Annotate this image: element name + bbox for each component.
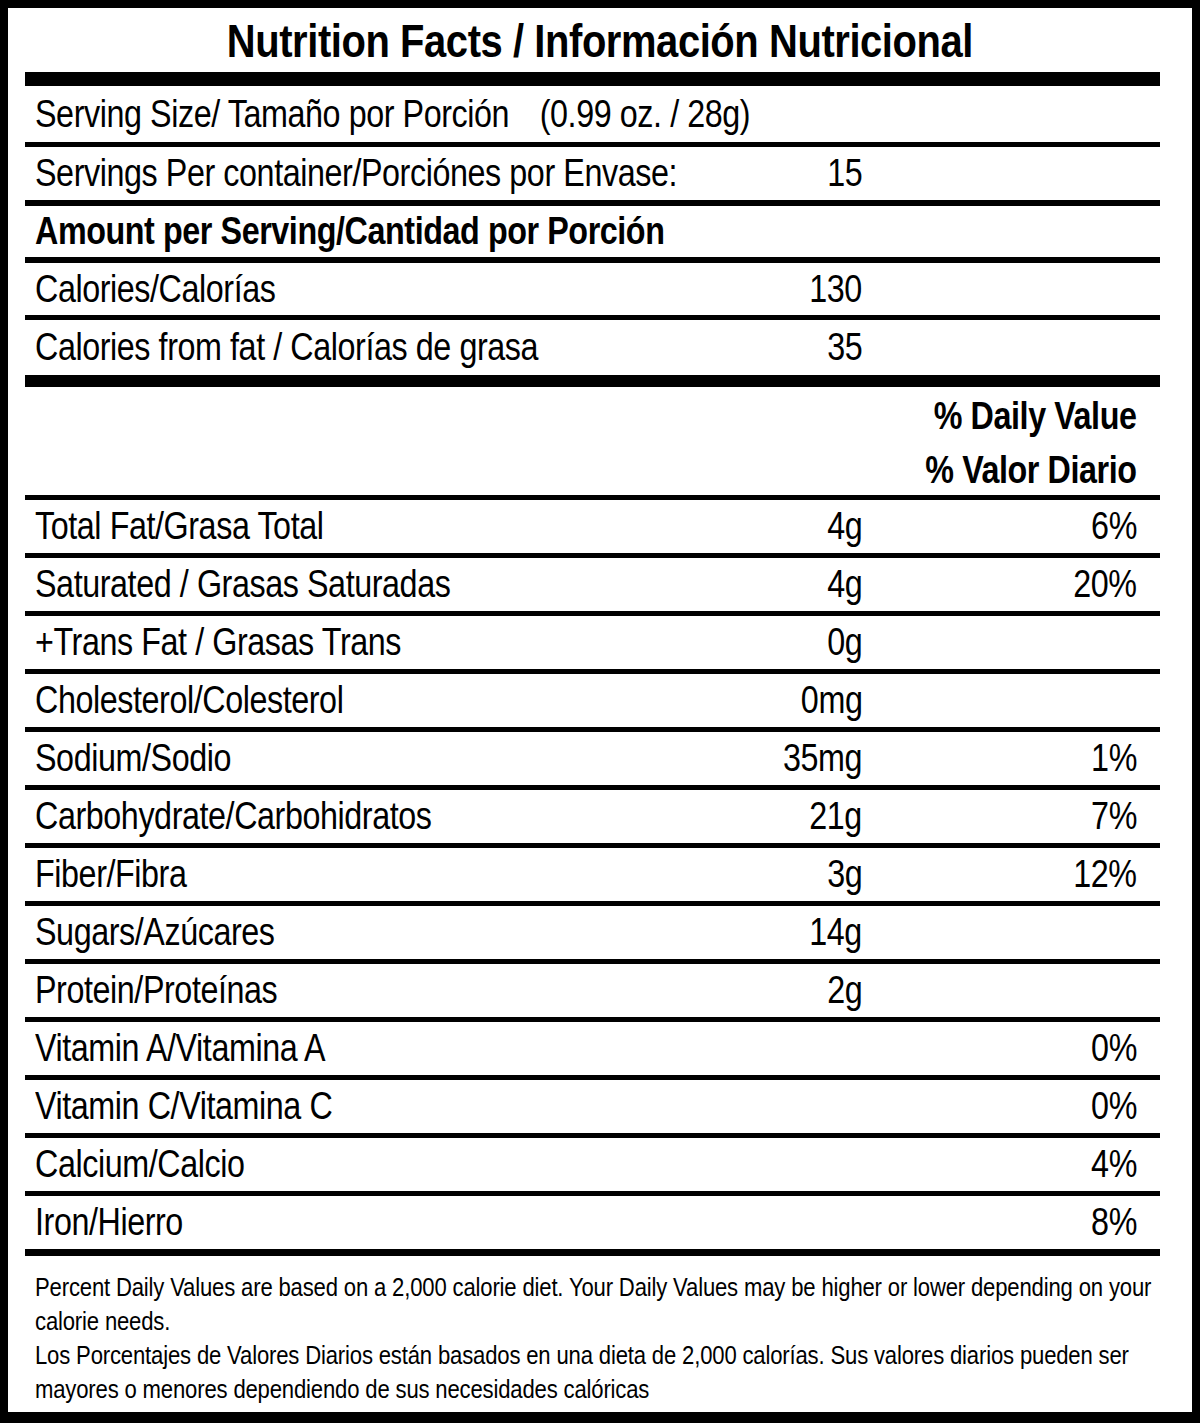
servings-per-container-row: Servings Per container/Porciónes por Env… [25,147,1160,200]
nutrient-row-calcium: Calcium/Calcio 4% [25,1138,1160,1191]
nutrient-row-cholesterol: Cholesterol/Colesterol 0mg [25,674,1160,727]
divider [25,1249,1160,1256]
serving-size-value: (0.99 oz. / 28g) [540,93,750,136]
nutrient-daily-value: 20% [1074,558,1137,611]
nutrient-row-vitamin-a: Vitamin A/Vitamina A 0% [25,1022,1160,1075]
nutrient-label: Iron/Hierro [35,1196,183,1249]
serving-size-row: Serving Size/ Tamaño por Porción (0.99 oz… [25,86,1160,142]
nutrient-label: Protein/Proteínas [35,964,277,1017]
nutrient-label: Total Fat/Grasa Total [35,500,323,553]
section-divider-bar [25,375,1160,387]
servings-per-container-label: Servings Per container/Porciónes por Env… [35,147,677,200]
nutrient-daily-value: 8% [1091,1196,1137,1249]
serving-size-line: Serving Size/ Tamaño por Porción (0.99 oz… [35,86,750,142]
nutrient-amount: 3g [827,848,862,901]
title-row: Nutrition Facts / Información Nutriciona… [8,8,1192,72]
nutrient-label: Vitamin A/Vitamina A [35,1022,325,1075]
nutrient-row-saturated-fat: Saturated / Grasas Saturadas 4g 20% [25,558,1160,611]
nutrient-amount: 35mg [783,732,862,785]
nutrient-daily-value: 0% [1091,1080,1137,1133]
servings-per-container-value: 15 [827,147,862,200]
nutrition-facts-label: Nutrition Facts / Información Nutriciona… [0,0,1200,1423]
nutrient-label: Vitamin C/Vitamina C [35,1080,332,1133]
nutrient-amount: 4g [827,500,862,553]
nutrient-label: Carbohydrate/Carbohidratos [35,790,432,843]
nutrient-row-fiber: Fiber/Fibra 3g 12% [25,848,1160,901]
amount-per-serving-heading: Amount per Serving/Cantidad por Porción [35,206,664,257]
nutrient-row-carbohydrate: Carbohydrate/Carbohidratos 21g 7% [25,790,1160,843]
daily-value-header-spanish: % Valor Diario [926,443,1137,497]
nutrient-label: Sodium/Sodio [35,732,231,785]
nutrient-row-total-fat: Total Fat/Grasa Total 4g 6% [25,500,1160,553]
nutrient-daily-value: 6% [1091,500,1137,553]
nutrient-label: +Trans Fat / Grasas Trans [35,616,401,669]
footnote-spanish: Los Porcentajes de Valores Diarios están… [35,1338,1183,1406]
title-divider-bar [25,72,1160,86]
serving-size-label: Serving Size/ Tamaño por Porción [35,93,509,136]
footnote-english: Percent Daily Values are based on a 2,00… [35,1270,1183,1338]
nutrient-daily-value: 4% [1091,1138,1137,1191]
nutrient-amount: 14g [809,906,862,959]
nutrient-amount: 2g [827,964,862,1017]
nutrient-daily-value: 0% [1091,1022,1137,1075]
page-title: Nutrition Facts / Información Nutriciona… [227,13,973,68]
nutrient-amount: 21g [809,790,862,843]
nutrient-label: Calcium/Calcio [35,1138,244,1191]
nutrient-label: Saturated / Grasas Saturadas [35,558,450,611]
calories-row: Calories/Calorías 130 [25,263,1160,315]
nutrient-row-vitamin-c: Vitamin C/Vitamina C 0% [25,1080,1160,1133]
nutrient-row-sugars: Sugars/Azúcares 14g [25,906,1160,959]
amount-per-serving-heading-row: Amount per Serving/Cantidad por Porción [25,206,1160,257]
nutrient-daily-value: 12% [1074,848,1137,901]
nutrient-row-trans-fat: +Trans Fat / Grasas Trans 0g [25,616,1160,669]
nutrient-label: Sugars/Azúcares [35,906,275,959]
nutrient-amount: 0mg [800,674,862,727]
nutrient-row-iron: Iron/Hierro 8% [25,1196,1160,1249]
nutrient-row-protein: Protein/Proteínas 2g [25,964,1160,1017]
calories-from-fat-label: Calories from fat / Calorías de grasa [35,320,538,375]
calories-from-fat-value: 35 [827,320,862,375]
nutrient-row-sodium: Sodium/Sodio 35mg 1% [25,732,1160,785]
calories-value: 130 [809,263,862,315]
daily-value-header-english: % Daily Value [934,389,1137,443]
nutrient-daily-value: 1% [1091,732,1137,785]
nutrient-amount: 4g [827,558,862,611]
nutrient-label: Fiber/Fibra [35,848,186,901]
nutrient-amount: 0g [827,616,862,669]
daily-value-header: % Daily Value % Valor Diario [25,387,1160,495]
nutrient-daily-value: 7% [1091,790,1137,843]
footnote-section: Percent Daily Values are based on a 2,00… [35,1270,1192,1406]
nutrient-label: Cholesterol/Colesterol [35,674,343,727]
calories-label: Calories/Calorías [35,263,276,315]
calories-from-fat-row: Calories from fat / Calorías de grasa 35 [25,320,1160,375]
